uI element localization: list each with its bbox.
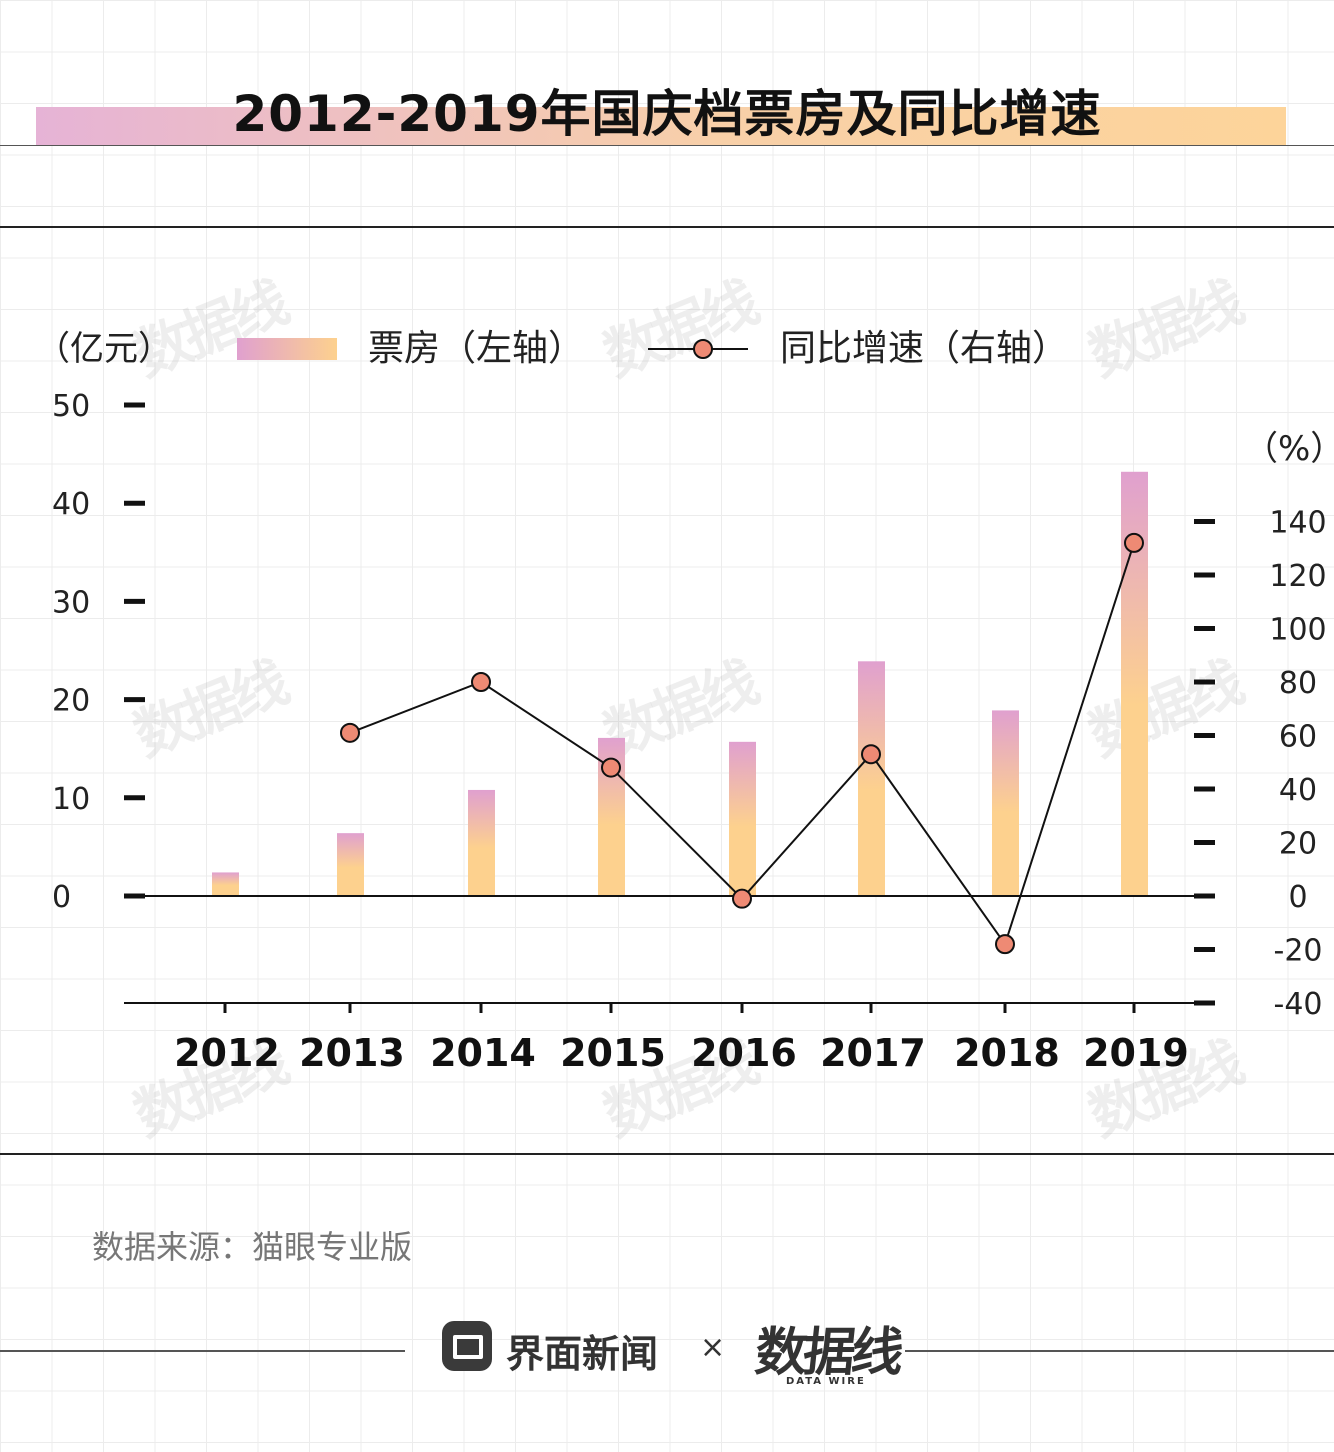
growth-point	[601, 757, 621, 778]
bar-box-office-2013	[337, 833, 364, 896]
right-axis-tick-label: 40	[1279, 773, 1317, 808]
left-axis: 0 10 20 30 40 50	[52, 389, 145, 915]
right-axis-tick-label: 60	[1279, 720, 1317, 755]
bar-box-office-2017	[858, 661, 885, 896]
x-axis-tick-label: 2014	[430, 1031, 536, 1075]
left-axis-tick-label: 10	[52, 782, 90, 817]
bar-box-office-2012	[212, 872, 239, 896]
chart-bottom-rule	[0, 1153, 1334, 1155]
x-axis-tick-label: 2012	[174, 1031, 280, 1075]
left-axis-tick-label: 0	[52, 880, 71, 915]
right-axis-tick-label: 120	[1269, 559, 1326, 594]
chart-area: （亿元） 票房（左轴） 同比增速（右轴） （%） 0 10 20 30 40 50 -40…	[36, 328, 1334, 1075]
legend-line-marker	[693, 339, 713, 359]
left-axis-tick-label: 40	[52, 487, 90, 522]
growth-point	[995, 934, 1015, 955]
right-axis-tick-label: -20	[1274, 934, 1323, 969]
title-band	[36, 107, 1286, 145]
right-axis: -40 -20 0 20 40 60 80 100 120 140	[1194, 506, 1327, 1022]
collab-times-sign: ×	[700, 1330, 726, 1365]
data-source: 数据来源：猫眼专业版	[92, 1228, 413, 1266]
page-title: 2012-2019年国庆档票房及同比增速	[232, 85, 1102, 143]
datawire-logo: 数据线	[752, 1323, 903, 1383]
x-axis-tick-label: 2016	[691, 1031, 797, 1075]
jiemian-logo-icon	[442, 1321, 492, 1371]
left-axis-tick-label: 50	[52, 389, 90, 424]
bar-series	[212, 471, 1148, 896]
legend-line-label: 同比增速（右轴）	[780, 328, 1068, 369]
right-axis-tick-label: 100	[1269, 613, 1326, 648]
bar-box-office-2016	[729, 741, 756, 896]
legend-bar-swatch	[237, 338, 337, 360]
title-underline	[0, 145, 1334, 146]
x-axis-tick-label: 2018	[954, 1031, 1060, 1075]
growth-point	[861, 744, 881, 765]
legend-bar-label: 票房（左轴）	[368, 328, 584, 369]
bar-box-office-2018	[992, 710, 1019, 896]
chart-top-rule	[0, 226, 1334, 228]
right-axis-unit: （%）	[1244, 429, 1334, 469]
jiemian-brand-name: 界面新闻	[506, 1332, 659, 1376]
x-axis-tick-label: 2015	[560, 1031, 666, 1075]
x-axis-tick-label: 2017	[820, 1031, 926, 1075]
growth-point	[340, 722, 360, 743]
right-axis-tick-label: -40	[1274, 987, 1323, 1022]
right-axis-tick-label: 140	[1269, 506, 1326, 541]
right-axis-tick-label: 80	[1279, 666, 1317, 701]
x-axis: 2012 2013 2014 2015 2016 2017 2018 2019	[174, 1003, 1189, 1075]
footer-divider-right	[905, 1350, 1334, 1352]
growth-point	[1124, 532, 1144, 553]
right-axis-tick-label: 0	[1288, 880, 1307, 915]
bar-box-office-2014	[468, 789, 495, 896]
growth-line-series	[340, 532, 1144, 955]
datawire-logo-subtitle: DATA WIRE	[786, 1376, 866, 1387]
left-axis-unit: （亿元）	[36, 329, 172, 369]
left-axis-tick-label: 30	[52, 585, 90, 620]
growth-point	[732, 888, 752, 909]
x-axis-tick-label: 2019	[1083, 1031, 1189, 1075]
left-axis-tick-label: 20	[52, 684, 90, 719]
right-axis-tick-label: 20	[1279, 827, 1317, 862]
x-axis-tick-label: 2013	[299, 1031, 405, 1075]
growth-point	[471, 672, 491, 692]
footer-divider-left	[0, 1350, 405, 1352]
